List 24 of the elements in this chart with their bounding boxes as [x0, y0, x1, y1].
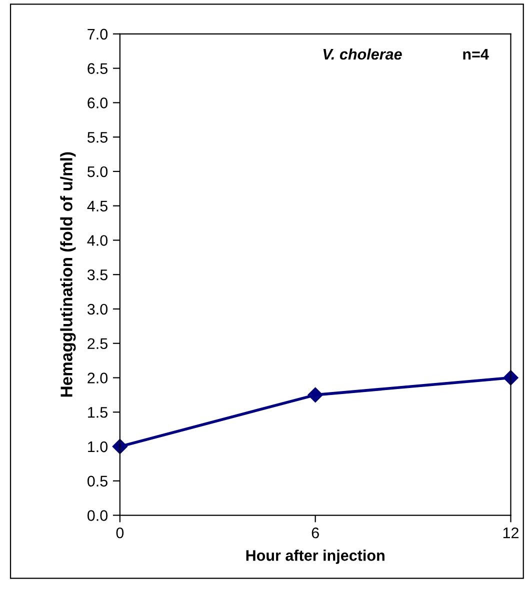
y-tick-label: 2.5 — [88, 338, 108, 350]
annotation: n=4 — [463, 49, 489, 60]
y-tick-label: 5.5 — [87, 132, 108, 143]
y-tick-label: 1.0 — [88, 441, 108, 452]
point — [308, 387, 323, 402]
y-tick-label: 0.5 — [87, 476, 108, 487]
y-axis-title: Hemagglutination (fold of u/ml) — [60, 152, 76, 397]
y-tick-label: 6.5 — [88, 63, 108, 74]
x-axis-title: Hour after injection — [246, 550, 384, 564]
y-tick-label: 7.0 — [88, 28, 108, 40]
y-tick-label: 5.0 — [87, 166, 108, 178]
point — [112, 438, 128, 454]
x-tick-label: 6 — [312, 527, 319, 538]
y-tick-label: 1.5 — [88, 407, 108, 418]
y-tick-label: 3.5 — [87, 269, 108, 280]
y-tick-label: 4.5 — [87, 200, 108, 212]
y-tick-label: 3.0 — [87, 304, 108, 315]
x-tick-label: 0 — [116, 527, 124, 538]
y-tick-label: 4.0 — [87, 235, 108, 246]
x-tick-label: 12 — [503, 527, 518, 538]
y-tick-label: 6.0 — [88, 98, 108, 108]
annotation: V. cholerae — [323, 48, 402, 60]
y-tick-label: 2.0 — [88, 372, 108, 384]
y-tick-label: 0.0 — [87, 510, 108, 521]
